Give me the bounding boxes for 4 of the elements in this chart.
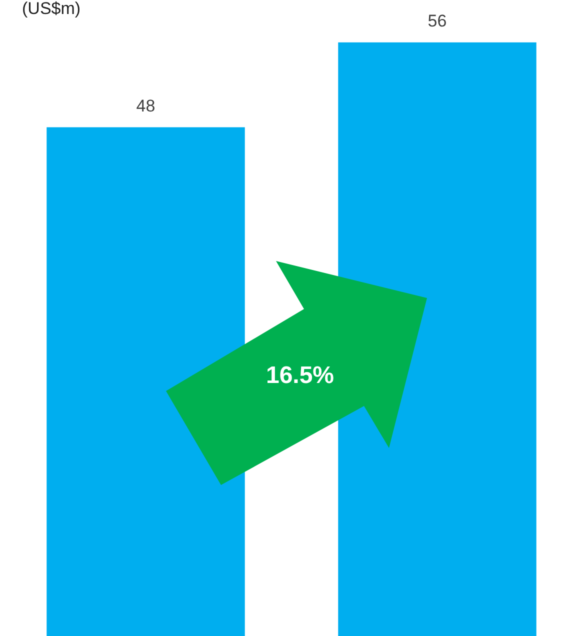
data-label: 56 bbox=[428, 12, 447, 31]
y-axis-title: (US$m) bbox=[22, 0, 81, 18]
data-label: 48 bbox=[136, 96, 156, 116]
annotation: 16.5% bbox=[264, 362, 336, 390]
